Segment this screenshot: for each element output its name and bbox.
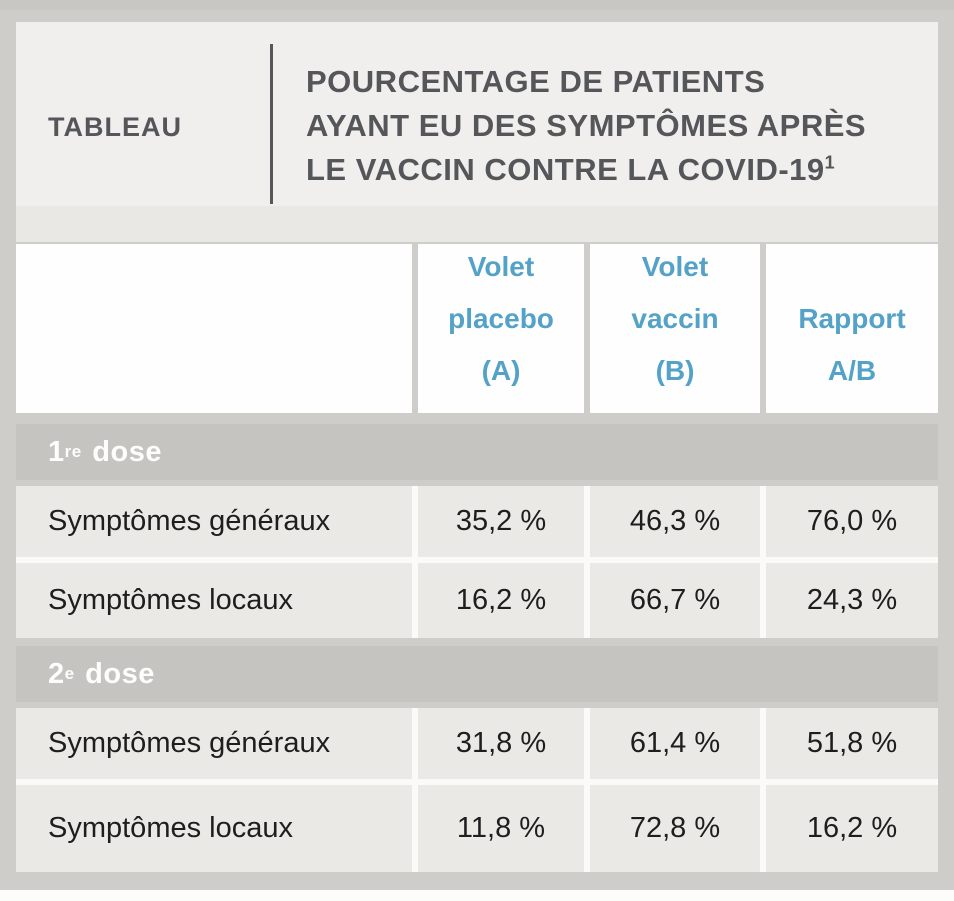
column-header-line: (A) bbox=[481, 355, 521, 386]
row-label: Symptômes locaux bbox=[16, 563, 412, 638]
value-cell: 76,0 % bbox=[766, 486, 938, 557]
section-label-base: 2 bbox=[48, 657, 65, 690]
column-header-line: (B) bbox=[655, 355, 695, 386]
title-line-3: LE VACCIN CONTRE LA COVID-19 bbox=[306, 152, 825, 187]
value-cell: 46,3 % bbox=[590, 486, 760, 557]
column-header-line: Volet bbox=[467, 251, 535, 282]
header-vertical-divider bbox=[270, 44, 273, 204]
value-cell: 16,2 % bbox=[418, 563, 584, 638]
column-header-empty bbox=[16, 244, 412, 413]
row-label: Symptômes généraux bbox=[16, 708, 412, 779]
column-header-line: A/B bbox=[827, 355, 877, 386]
column-header-vaccin: Volet vaccin (B) bbox=[590, 244, 760, 413]
table-header-box: TABLEAU POURCENTAGE DE PATIENTS AYANT EU… bbox=[16, 22, 938, 242]
table-rows-dose-1: Symptômes généraux 35,2 % 46,3 % 76,0 % … bbox=[16, 486, 938, 638]
column-header-row: Volet placebo (A) Volet vaccin (B) Rappo… bbox=[16, 244, 938, 413]
value-cell: 72,8 % bbox=[590, 785, 760, 872]
title-line-1: POURCENTAGE DE PATIENTS bbox=[306, 64, 766, 99]
table-rows-dose-2: Symptômes généraux 31,8 % 61,4 % 51,8 % … bbox=[16, 708, 938, 872]
table-title: POURCENTAGE DE PATIENTS AYANT EU DES SYM… bbox=[306, 60, 866, 192]
value-cell: 24,3 % bbox=[766, 563, 938, 638]
value-cell: 51,8 % bbox=[766, 708, 938, 779]
value-cell: 66,7 % bbox=[590, 563, 760, 638]
column-header-placebo: Volet placebo (A) bbox=[418, 244, 584, 413]
table-kicker-label: TABLEAU bbox=[48, 112, 182, 142]
title-footnote-marker: 1 bbox=[824, 152, 836, 173]
column-header-line: placebo bbox=[448, 303, 554, 334]
page-bottom-margin bbox=[0, 890, 954, 901]
column-header-rapport: Rapport A/B bbox=[766, 244, 938, 413]
value-cell: 31,8 % bbox=[418, 708, 584, 779]
row-label: Symptômes locaux bbox=[16, 785, 412, 872]
value-cell: 35,2 % bbox=[418, 486, 584, 557]
title-line-2: AYANT EU DES SYMPTÔMES APRÈS bbox=[306, 108, 867, 143]
section-band-dose-1: 1 re dose bbox=[16, 424, 938, 480]
column-header-line: Rapport bbox=[798, 303, 906, 334]
section-label-rest: dose bbox=[76, 657, 155, 690]
value-cell: 16,2 % bbox=[766, 785, 938, 872]
column-header-line: vaccin bbox=[631, 303, 719, 334]
value-cell: 61,4 % bbox=[590, 708, 760, 779]
column-header-line: Volet bbox=[641, 251, 709, 282]
header-box-lower-shade bbox=[16, 206, 938, 242]
page-top-margin bbox=[0, 0, 954, 10]
section-label-rest: dose bbox=[83, 435, 162, 468]
row-label: Symptômes généraux bbox=[16, 486, 412, 557]
section-label-base: 1 bbox=[48, 435, 65, 468]
value-cell: 11,8 % bbox=[418, 785, 584, 872]
